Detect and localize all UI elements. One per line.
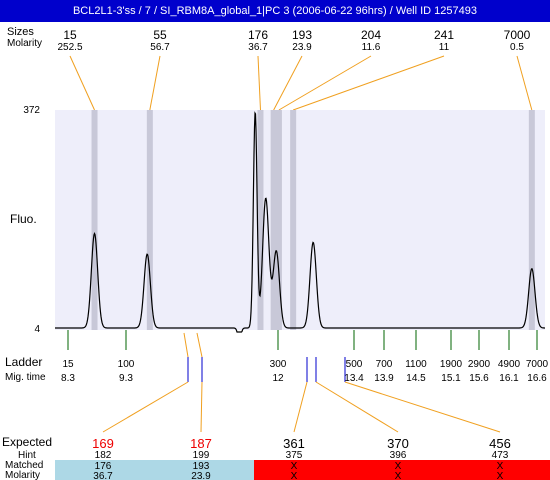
peak-band [270, 110, 277, 330]
peak-size-label: 55 [153, 28, 167, 42]
ladder-section: Ladder Mig. time 15 8.3 100 9.3 300 12 500 13.4 70… [5, 330, 549, 384]
ladder-size-label: 7000 [526, 359, 549, 370]
ladder-mig-time-label: 13.9 [374, 373, 394, 384]
peak-size-label: 15 [63, 28, 77, 42]
plot-area: 372 4 Fluo. [10, 105, 545, 335]
peak-connector-line [516, 55, 533, 111]
peak-band [146, 110, 153, 330]
marker-guide-line [196, 332, 203, 358]
hint-row-label: Hint [18, 450, 36, 461]
match-cell-background [450, 460, 550, 480]
ladder-label: Ladder [5, 355, 42, 369]
match-cell-background [55, 460, 152, 480]
hint-value-label: 396 [390, 450, 407, 461]
ladder-mig-time-label: 12 [272, 373, 284, 384]
ladder-mig-time-label: 14.5 [406, 373, 426, 384]
peak-size-label: 193 [292, 28, 312, 42]
expected-connector-line [200, 381, 203, 433]
matched-value-label: X [497, 461, 504, 472]
matched-row-label: Matched [5, 460, 43, 471]
ladder-mig-time-label: 13.4 [344, 373, 364, 384]
peak-molarity-label: 36.7 [248, 42, 268, 53]
ladder-size-label: 100 [118, 359, 135, 370]
marker-guide-line [183, 332, 189, 358]
mig-time-label: Mig. time [5, 372, 46, 383]
expected-size-label: 361 [283, 436, 305, 451]
peak-connector-line [278, 55, 372, 111]
expected-connector-line [315, 381, 399, 433]
peak-band [91, 110, 98, 330]
expected-connector-line [102, 381, 189, 433]
match-cell-background [346, 460, 450, 480]
ladder-mig-time-label: 15.6 [469, 373, 489, 384]
matched-value-label: 193 [193, 461, 210, 472]
ladder-size-label: 500 [346, 359, 363, 370]
peak-connector-line [273, 55, 303, 111]
expected-size-label: 456 [489, 436, 511, 451]
peak-connector-line [292, 55, 445, 111]
ladder-mig-time-label: 16.1 [499, 373, 519, 384]
peak-molarity-label: 56.7 [150, 42, 170, 53]
expected-connector-line [344, 381, 501, 433]
matched-value-label: 176 [95, 461, 112, 472]
matched-molarity-label: X [291, 471, 298, 480]
expected-molarity-row-label: Molarity [5, 470, 40, 480]
fluorescence-trace [55, 111, 545, 333]
sizes-row-label: Sizes [7, 26, 34, 38]
y-axis-label: Fluo. [10, 212, 37, 226]
matched-molarity-label: 36.7 [93, 471, 113, 480]
expected-row-label: Expected [2, 435, 52, 449]
expected-connector-line [293, 381, 308, 433]
ladder-mig-time-label: 9.3 [119, 373, 133, 384]
matched-molarity-label: 23.9 [191, 471, 211, 480]
y-tick-label: 4 [34, 324, 40, 335]
peak-molarity-label: 252.5 [57, 42, 82, 53]
expected-size-label: 187 [190, 436, 212, 451]
hint-value-label: 473 [492, 450, 509, 461]
peak-band [275, 110, 282, 330]
peak-molarity-label: 23.9 [292, 42, 312, 53]
peak-connector-line [69, 55, 95, 111]
peak-size-label: 241 [434, 28, 454, 42]
y-tick-label: 372 [23, 105, 40, 116]
ladder-mig-time-label: 15.1 [441, 373, 461, 384]
expected-size-label: 370 [387, 436, 409, 451]
ladder-mig-time-label: 16.6 [527, 373, 547, 384]
peak-molarity-label: 11 [439, 42, 450, 53]
ladder-size-label: 1900 [440, 359, 463, 370]
ladder-size-label: 2900 [468, 359, 491, 370]
match-cell-background [152, 460, 254, 480]
ladder-size-label: 4900 [498, 359, 521, 370]
matched-value-label: X [395, 461, 402, 472]
expected-size-label: 169 [92, 436, 114, 451]
peak-band [257, 110, 264, 330]
plot-background [55, 110, 545, 330]
peak-connector-line [149, 55, 161, 111]
peak-size-label: 204 [361, 28, 381, 42]
ladder-size-label: 1100 [405, 359, 427, 370]
ladder-size-label: 15 [62, 359, 74, 370]
matched-molarity-label: X [395, 471, 402, 480]
ladder-size-label: 300 [270, 359, 287, 370]
chart-title: BCL2L1-3'ss / 7 / SI_RBM8A_global_1|PC 3… [0, 0, 550, 22]
peak-size-label: 7000 [504, 28, 531, 42]
peak-band [290, 110, 297, 330]
peak-molarity-label: 11.6 [362, 42, 381, 53]
ladder-mig-time-label: 8.3 [61, 373, 75, 384]
molarity-row-label: Molarity [7, 38, 42, 49]
peak-size-label: 176 [248, 28, 268, 42]
matched-molarity-label: X [497, 471, 504, 480]
peak-connector-line [257, 55, 261, 111]
matched-value-label: X [291, 461, 298, 472]
ladder-size-label: 700 [376, 359, 393, 370]
hint-value-label: 375 [286, 450, 303, 461]
match-cell-background [254, 460, 346, 480]
hint-value-label: 182 [95, 450, 112, 461]
peak-molarity-label: 0.5 [510, 42, 524, 53]
peak-band [528, 110, 535, 330]
hint-value-label: 199 [193, 450, 210, 461]
